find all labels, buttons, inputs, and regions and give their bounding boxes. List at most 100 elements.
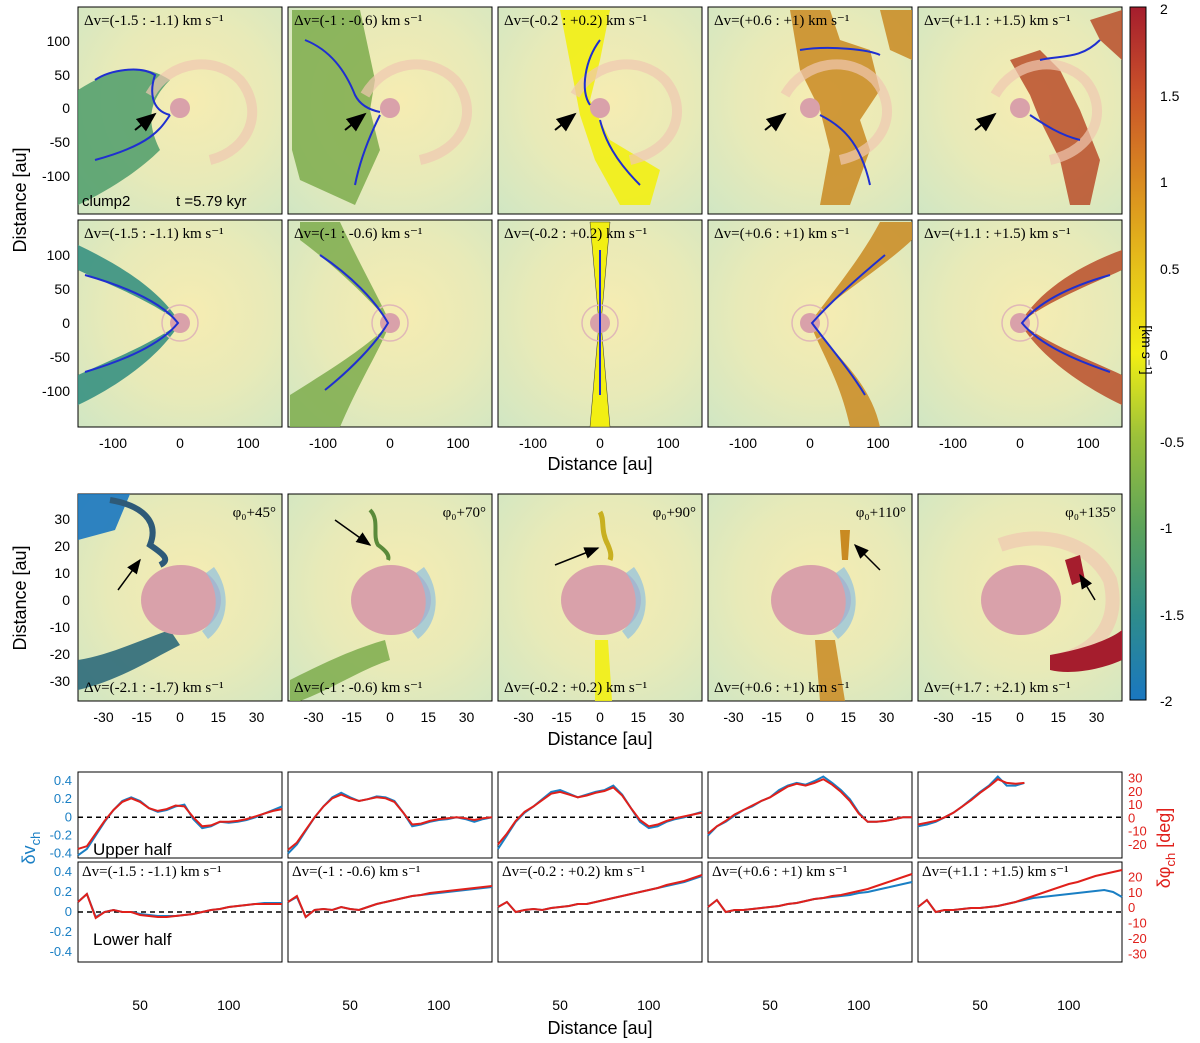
colorbar-unit-label: [km s⁻¹] — [1139, 325, 1155, 374]
central-star-zoom — [141, 565, 221, 635]
row1-velocity-label-2: Δv=(-1 : -0.6) km s⁻¹ — [294, 13, 422, 29]
axis-tick: 100 — [637, 997, 661, 1013]
axis-tick: 20 — [1128, 869, 1142, 884]
axis-tick: -0.4 — [50, 845, 72, 860]
row-3-panels: φ₀+45° Δv=(-2.1 : -1.7) km s⁻¹ φ₀+70° Δv… — [77, 493, 1123, 702]
colorbar-tick: -1.5 — [1160, 607, 1184, 623]
colorbar-tick: 1 — [1160, 174, 1168, 190]
row2-panel-1: Δv=(-1.5 : -1.1) km s⁻¹ — [77, 219, 283, 428]
row1-panel-1: Δv=(-1.5 : -1.1) km s⁻¹ clump2 t =5.79 k… — [77, 6, 283, 215]
row2-yticks: 100 50 0 -50 -100 — [42, 247, 70, 399]
row1-panel-4: Δv=(+0.6 : +1) km s⁻¹ — [707, 6, 913, 215]
axis-tick: 50 — [552, 997, 568, 1013]
colorbar-tick: -1 — [1160, 520, 1173, 536]
series-line-dphi — [707, 873, 913, 914]
axis-tick: 100 — [847, 997, 871, 1013]
right-axis-symbol: δφ — [1154, 867, 1174, 889]
axis-tick: 30 — [1128, 771, 1142, 786]
plot-frame — [917, 771, 1123, 859]
row4-velocity-label: Δv=(+1.1 : +1.5) km s⁻¹ — [922, 864, 1069, 880]
row1-panel-2: Δv=(-1 : -0.6) km s⁻¹ — [287, 6, 493, 215]
row3-velocity-label-3: Δv=(-0.2 : +0.2) km s⁻¹ — [504, 680, 647, 696]
row3-axes: Distance [au] 30 20 10 0 -10 -20 -30 -30… — [10, 511, 1104, 749]
left-axis-symbol: δv — [19, 845, 39, 864]
axis-tick: -10 — [1128, 916, 1147, 931]
row2-panel-2: Δv=(-1 : -0.6) km s⁻¹ — [287, 219, 493, 428]
colorbar-tick: 0 — [1160, 347, 1168, 363]
row4-velocity-label: Δv=(-1 : -0.6) km s⁻¹ — [292, 864, 420, 880]
row3-xtick: 0 — [1016, 709, 1024, 725]
row2-velocity-label-4: Δv=(+0.6 : +1) km s⁻¹ — [714, 226, 849, 242]
plot-frame — [707, 771, 913, 859]
series-line-dphi — [287, 793, 493, 851]
axis-tick: -0.4 — [50, 944, 72, 959]
series-line-dphi — [917, 869, 1123, 914]
series-line-dphi — [497, 874, 703, 914]
axis-tick: 0 — [65, 904, 72, 919]
right-axis-subscript: ch — [1163, 853, 1178, 867]
row1-ytick: 100 — [47, 33, 71, 49]
lower-half-label: Lower half — [93, 930, 172, 949]
row1-ytick: -100 — [42, 168, 70, 184]
row2-xtick: 100 — [656, 435, 680, 451]
row2-xtick: 0 — [386, 435, 394, 451]
row2-xtick: 0 — [596, 435, 604, 451]
series-line-dphi — [707, 778, 912, 835]
row3-xtick: -15 — [762, 709, 782, 725]
row2-xticks: -100 0 100 -100 0 100 -100 0 100 -100 0 … — [99, 435, 1100, 451]
axis-tick: -10 — [1128, 824, 1147, 839]
row3-angle-label-3: φ₀+90° — [653, 505, 696, 521]
row4-xticks: 50 100 50 100 50 100 50 100 50 100 — [132, 997, 1080, 1013]
line-panel-lower-4: Δv=(+0.6 : +1) km s⁻¹ — [707, 861, 913, 963]
row4-velocity-label: Δv=(-0.2 : +0.2) km s⁻¹ — [502, 864, 645, 880]
row3-xtick: -30 — [933, 709, 953, 725]
row4-velocity-label: Δv=(+0.6 : +1) km s⁻¹ — [712, 864, 847, 880]
row3-ytick: 10 — [54, 565, 70, 581]
row2-xtick: -100 — [939, 435, 967, 451]
row12-axes: Distance [au] 100 50 0 -50 -100 100 50 0… — [10, 33, 1100, 474]
row1-ytick: 0 — [62, 100, 70, 116]
row-1-panels: Δv=(-1.5 : -1.1) km s⁻¹ clump2 t =5.79 k… — [77, 6, 1123, 215]
row3-xtick: 30 — [459, 709, 475, 725]
series-line-dphi — [917, 778, 1025, 826]
row1-panel-5: Δv=(+1.1 : +1.5) km s⁻¹ — [917, 6, 1123, 215]
central-star — [170, 98, 190, 118]
row1-velocity-label-4: Δv=(+0.6 : +1) km s⁻¹ — [714, 13, 849, 29]
channel-region — [78, 69, 170, 205]
row3-xtick: 0 — [596, 709, 604, 725]
axis-tick: -20 — [1128, 931, 1147, 946]
row3-xtick: 30 — [249, 709, 265, 725]
axis-tick: 100 — [1057, 997, 1081, 1013]
axis-tick: 0 — [1128, 810, 1135, 825]
colorbar-tick: 1.5 — [1160, 88, 1180, 104]
row3-xtick: -30 — [723, 709, 743, 725]
row2-velocity-label-1: Δv=(-1.5 : -1.1) km s⁻¹ — [84, 226, 224, 242]
axis-tick: 0 — [1128, 900, 1135, 915]
row3-xtick: -30 — [303, 709, 323, 725]
series-line-dphi — [287, 885, 493, 919]
colorbar-gradient — [1129, 6, 1147, 701]
row2-panel-3: Δv=(-0.2 : +0.2) km s⁻¹ — [497, 219, 703, 428]
row3-xtick: -15 — [972, 709, 992, 725]
row3-xlabel: Distance [au] — [547, 729, 652, 749]
row3-xtick: 30 — [879, 709, 895, 725]
row2-velocity-label-2: Δv=(-1 : -0.6) km s⁻¹ — [294, 226, 422, 242]
axis-tick: 0 — [65, 809, 72, 824]
row2-panel-4: Δv=(+0.6 : +1) km s⁻¹ — [707, 219, 913, 428]
colorbar: 2 1.5 1 0.5 0 -0.5 -1 -1.5 -2 [km s⁻¹] — [1129, 1, 1184, 709]
row1-yticks: 100 50 0 -50 -100 — [42, 33, 70, 184]
row1-ytick: 50 — [54, 67, 70, 83]
row2-xtick: 100 — [446, 435, 470, 451]
row2-xlabel: Distance [au] — [547, 454, 652, 474]
row3-xtick: 0 — [806, 709, 814, 725]
ridge-line — [94, 68, 171, 116]
clump-arrow — [134, 112, 157, 132]
row2-xtick: 100 — [1076, 435, 1100, 451]
row1-ytick: -50 — [50, 134, 70, 150]
row4-left-ticks: 0.4 0.2 0 -0.2 -0.4 0.4 0.2 0 -0.2 -0.4 — [50, 773, 72, 959]
row3-xtick: -15 — [132, 709, 152, 725]
row2-xtick: 100 — [236, 435, 260, 451]
row2-xtick: -100 — [729, 435, 757, 451]
